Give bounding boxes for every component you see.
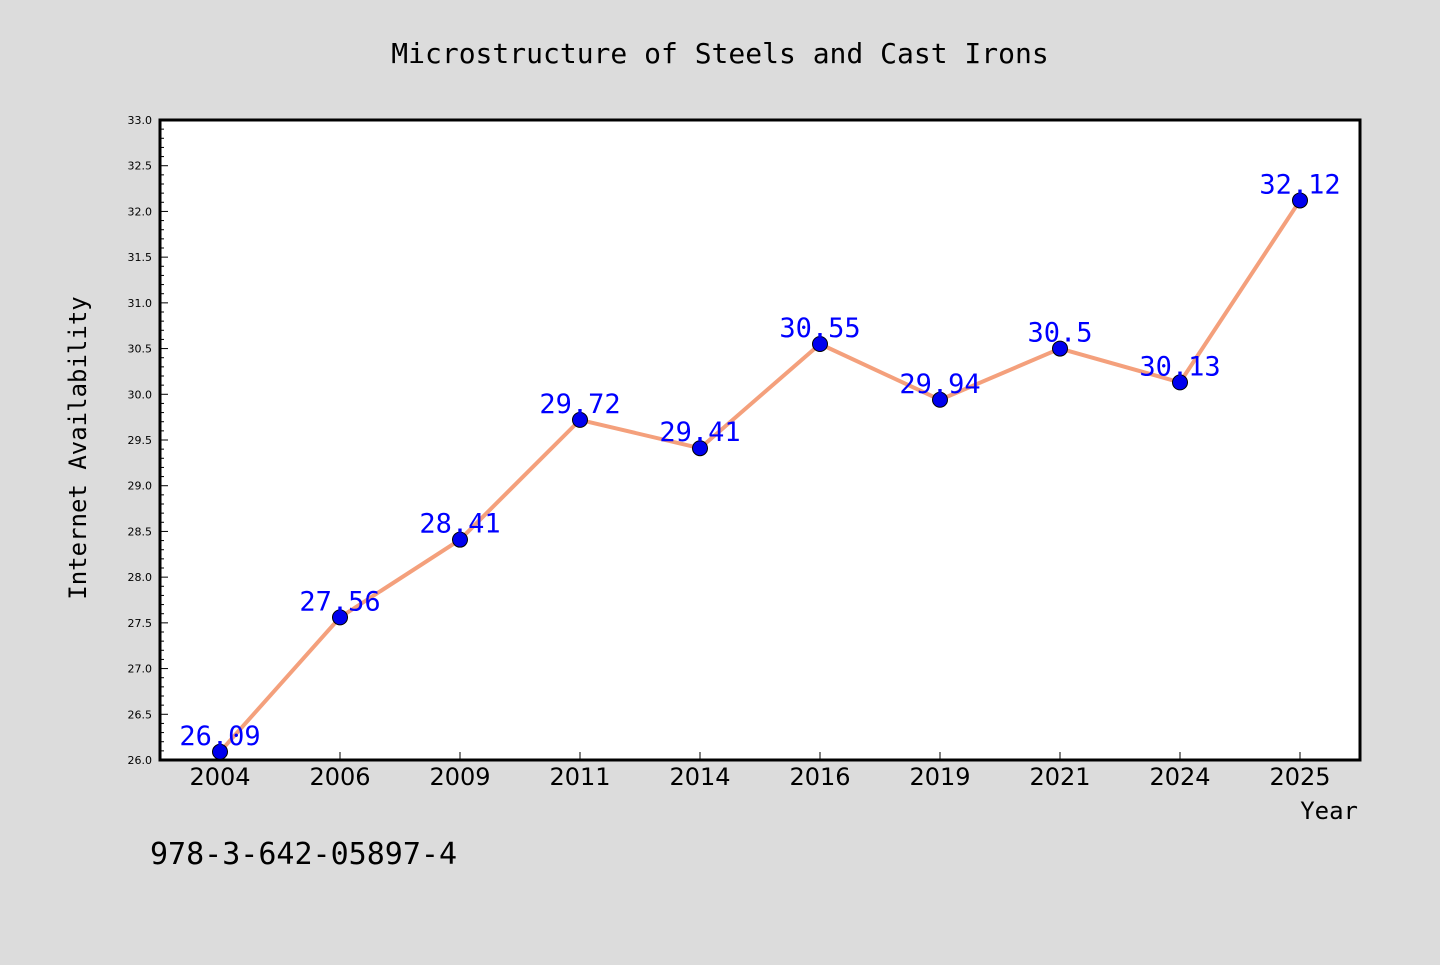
x-tick-label: 2014	[669, 763, 730, 791]
data-point	[1292, 192, 1308, 209]
data-label: 30.55	[779, 313, 860, 344]
y-tick-label: 26.5	[128, 708, 153, 721]
data-point	[932, 391, 948, 408]
y-tick-label: 31.0	[128, 297, 153, 310]
x-tick-label: 2009	[429, 763, 490, 791]
data-label: 26.09	[179, 721, 260, 752]
y-tick-label: 30.5	[128, 343, 153, 356]
x-tick-label: 2016	[789, 763, 850, 791]
y-tick-label: 32.5	[128, 160, 153, 173]
data-point	[812, 336, 828, 352]
y-tick-label: 27.0	[128, 663, 153, 676]
plot-area	[158, 118, 1362, 762]
x-tick-label: 2004	[189, 763, 250, 791]
data-label: 27.56	[299, 586, 380, 617]
data-point	[572, 411, 588, 428]
x-tick-label: 2021	[1029, 763, 1090, 791]
chart-title: Microstructure of Steels and Cast Irons	[391, 37, 1048, 70]
data-point	[1172, 374, 1188, 391]
y-axis-ticks: 26.0 26.5 27.0 27.5 28.0 28.5 29.0 29.5 30.0 30.5…	[128, 114, 168, 767]
data-label: 30.5	[1027, 318, 1092, 349]
x-axis-label: Year	[1300, 797, 1358, 825]
data-label: 30.13	[1139, 351, 1220, 382]
data-label: 32.12	[1259, 169, 1340, 200]
y-tick-label: 26.0	[128, 754, 153, 767]
y-tick-label: 29.0	[128, 480, 153, 493]
data-point	[1052, 340, 1068, 357]
data-point	[692, 440, 708, 457]
data-label: 29.72	[539, 389, 620, 420]
x-tick-label: 2019	[909, 763, 970, 791]
y-tick-label: 32.0	[128, 205, 153, 218]
x-tick-label: 2025	[1269, 763, 1330, 791]
y-tick-label: 29.5	[128, 434, 153, 447]
data-point	[212, 743, 228, 760]
x-tick-label: 2006	[309, 763, 370, 791]
data-point	[452, 531, 468, 548]
y-tick-label: 27.5	[128, 617, 153, 630]
isbn-annotation: 978-3-642-05897-4	[150, 837, 457, 872]
x-tick-label: 2024	[1149, 763, 1210, 791]
data-label: 29.94	[899, 369, 980, 400]
x-axis-ticks: 2004 2006 2009 2011 2014 2016 2019 2021 2024 2025	[189, 752, 1331, 791]
y-tick-label: 28.5	[128, 525, 153, 538]
series-group: 26.09 27.56 28.41 29.72 29.41 30.55 29.94 30.5 3…	[179, 169, 1341, 760]
x-tick-label: 2011	[549, 763, 610, 791]
data-point	[332, 609, 348, 626]
series-line	[218, 198, 1302, 754]
y-tick-label: 30.0	[128, 388, 153, 401]
y-tick-label: 31.5	[128, 251, 153, 264]
y-tick-label: 28.0	[128, 571, 153, 584]
data-label: 28.41	[419, 509, 500, 540]
y-tick-label: 33.0	[128, 114, 153, 127]
y-axis-label: Internet Availability	[64, 296, 92, 599]
data-label: 29.41	[659, 417, 740, 448]
